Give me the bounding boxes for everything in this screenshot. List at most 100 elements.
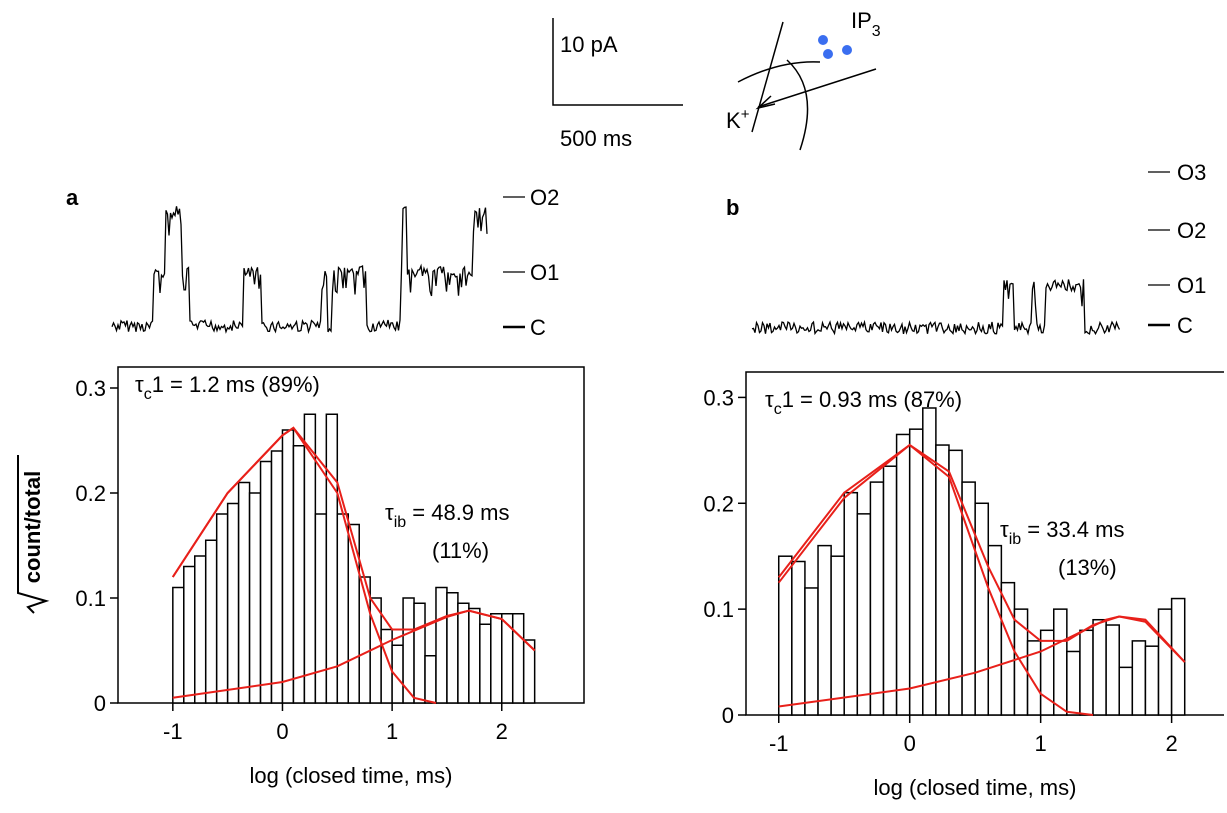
y-tick-label: 0.3 (703, 385, 734, 410)
level-label: C (1177, 313, 1193, 338)
level-label: O1 (530, 260, 559, 285)
x-axis-label: log (closed time, ms) (874, 775, 1077, 800)
bar (259, 460, 273, 704)
bar (908, 428, 924, 716)
annotation-percent: (13%) (1058, 555, 1117, 580)
ligand: IP (851, 8, 872, 33)
bar (237, 481, 251, 704)
y-tick-label: 0 (722, 703, 734, 728)
arrow-head (755, 95, 776, 110)
bar (882, 465, 898, 716)
tau-subscript: ib (394, 514, 407, 531)
y-tick-label: 0.2 (703, 491, 734, 516)
annotation-text: 1 = 1.2 ms (89%) (152, 372, 320, 397)
bar (204, 539, 218, 704)
panel-label: a (66, 185, 79, 210)
bar (804, 587, 819, 716)
level-label: O2 (530, 185, 559, 210)
panel-label: b (726, 195, 739, 220)
ligand-dot (818, 35, 828, 45)
ligand-sub: 3 (872, 23, 881, 40)
fit-curve (172, 609, 536, 699)
bar (1157, 608, 1173, 716)
ligand-dot (823, 49, 833, 59)
y-tick-label: 0.2 (75, 481, 106, 506)
bar (446, 592, 459, 704)
bar (974, 502, 990, 716)
annotation-percent: (11%) (432, 538, 489, 563)
bar (413, 602, 426, 704)
fit-annotation: τc1 = 1.2 ms (89%) (135, 372, 320, 403)
x-tick-label: 1 (386, 719, 398, 744)
x-tick-label: 0 (904, 731, 916, 756)
bar (522, 639, 536, 704)
y-tick-label: 0.3 (75, 376, 106, 401)
bar (948, 449, 963, 716)
x-axis-label: log (closed time, ms) (250, 763, 453, 788)
bar (292, 445, 306, 704)
radical-sign (17, 455, 50, 614)
bar (1092, 618, 1107, 716)
tau-subscript: c (144, 386, 152, 403)
bar (1131, 640, 1147, 716)
bar (490, 613, 503, 704)
fit-annotation: τib = 48.9 ms (385, 500, 510, 531)
bar (314, 513, 328, 704)
bar (325, 413, 339, 704)
tau-symbol: τ (765, 387, 774, 412)
fit-curve (778, 615, 1186, 708)
x-tick-label: 1 (1035, 731, 1047, 756)
level-label: C (530, 315, 546, 340)
bar (270, 450, 284, 704)
bar (1118, 666, 1134, 716)
bar (1079, 629, 1094, 716)
y-tick-label: 0.1 (703, 597, 734, 622)
channel-sketch (737, 21, 877, 151)
y-axis-label-group: count/total (17, 455, 50, 614)
bar (791, 560, 806, 716)
fit-curve (171, 426, 437, 704)
ligand-dot (842, 45, 852, 55)
annotation-text: 1 = 0.93 ms (87%) (782, 387, 962, 412)
ligand-label: IP3 (851, 8, 881, 40)
x-tick-label: -1 (769, 731, 789, 756)
tau-symbol: τ (1000, 517, 1009, 542)
bar (869, 481, 885, 716)
bar (935, 444, 950, 716)
schematic: IP3 K+ (726, 8, 881, 151)
bar (172, 586, 185, 704)
ion: K (726, 108, 741, 133)
fit-annotation: τib = 33.4 ms (1000, 517, 1125, 548)
ion-sup: + (741, 106, 750, 123)
bar (830, 555, 845, 716)
level-label: O1 (1177, 273, 1206, 298)
tau-subscript: c (774, 401, 782, 418)
bar (1066, 650, 1081, 716)
bar (226, 502, 240, 704)
bar (479, 623, 492, 704)
annotation-text: = 48.9 ms (406, 500, 509, 525)
bar (457, 602, 470, 704)
bar (248, 492, 262, 704)
ion-label: K+ (726, 106, 750, 133)
current-scale: 10 pA (560, 32, 618, 57)
bar (336, 513, 350, 704)
fit-annotation: τc1 = 0.93 ms (87%) (765, 387, 962, 418)
bar (856, 513, 872, 716)
bar (424, 655, 437, 704)
x-tick-label: 0 (276, 719, 288, 744)
bar (843, 491, 859, 716)
bar (1105, 624, 1120, 716)
x-tick-label: 2 (496, 719, 508, 744)
level-label: O2 (1177, 218, 1206, 243)
annotation-text: = 33.4 ms (1021, 517, 1124, 542)
current-trace (751, 278, 1121, 336)
x-tick-label: 2 (1165, 731, 1177, 756)
x-tick-label: -1 (163, 719, 183, 744)
tau-symbol: τ (135, 372, 144, 397)
bar (1144, 645, 1160, 716)
y-axis-label: count/total (20, 471, 45, 583)
bar (1053, 608, 1068, 716)
bar (183, 565, 196, 704)
